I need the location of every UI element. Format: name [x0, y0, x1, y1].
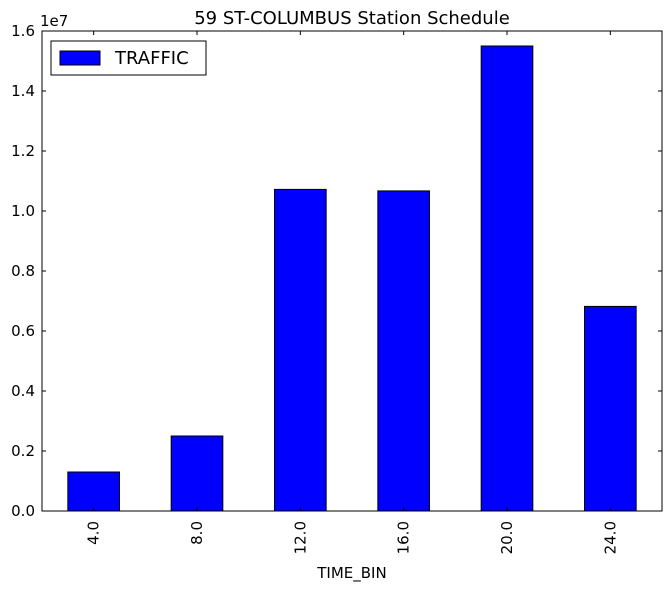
bar	[67, 471, 121, 512]
bar	[584, 305, 637, 512]
y-tick-label: 1.4	[11, 82, 35, 100]
bars-layer	[67, 45, 637, 512]
y-axis-offset-label: 1e7	[40, 12, 68, 30]
legend-label: TRAFFIC	[114, 48, 189, 69]
bar	[377, 190, 431, 512]
x-tick-label: 20.0	[498, 521, 516, 554]
y-tick-label: 1.2	[11, 142, 35, 160]
plot-frame	[41, 30, 663, 512]
x-tick-label: 12.0	[291, 521, 309, 554]
legend: TRAFFIC	[50, 40, 207, 76]
x-axis-label: TIME_BIN	[316, 564, 386, 583]
y-tick-label: 0.8	[11, 262, 35, 280]
legend-swatch	[59, 50, 101, 66]
chart-title: 59 ST-COLUMBUS Station Schedule	[194, 8, 510, 29]
x-tick-label: 24.0	[601, 521, 619, 554]
x-tick-label: 16.0	[395, 521, 413, 554]
y-tick-label: 0.4	[11, 382, 35, 400]
y-tick-label: 0.2	[11, 442, 35, 460]
x-tick-label: 4.0	[85, 521, 103, 545]
bar	[480, 45, 534, 512]
ticks-layer: 4.0 8.0 12.0 16.0 20.0 24.0 0.0 0.2 0.4 0.6 0.8 1.0…	[11, 22, 662, 554]
y-tick-label: 0.6	[11, 322, 35, 340]
y-tick-label: 1.6	[11, 22, 35, 40]
y-tick-label: 0.0	[11, 502, 35, 520]
bar	[170, 435, 224, 512]
x-tick-label: 8.0	[188, 521, 206, 545]
bar	[274, 188, 327, 512]
y-tick-label: 1.0	[11, 202, 35, 220]
